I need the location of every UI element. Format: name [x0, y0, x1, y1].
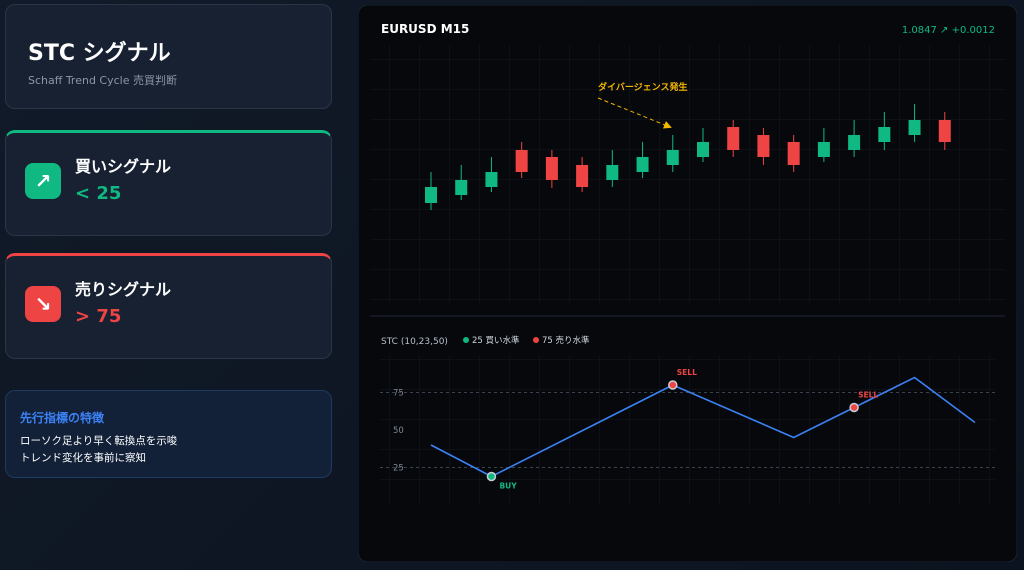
signal-label: SELL [677, 368, 697, 377]
candle-body [757, 135, 770, 157]
buy-icon: ↗ [25, 163, 61, 199]
annotation-arrow [597, 97, 672, 129]
candle-body [908, 120, 921, 135]
annotation: ダイバージェンス発生 [598, 81, 687, 93]
candle-body [938, 120, 951, 142]
grid-bg [380, 355, 995, 505]
info-line: ローソク足より早く転換点を示唆 [20, 435, 178, 447]
legend-swatch [463, 337, 469, 343]
chart-panel: EURUSD M15 1.0847 ↗ +0.0012 ダイバージェンス発生 S… [358, 5, 1017, 562]
symbol: EURUSD M15 [381, 22, 469, 36]
candle-body [666, 150, 679, 165]
y-tick-label: 75 [393, 389, 404, 399]
candle-body [697, 142, 709, 157]
candle-body [545, 157, 558, 180]
candle-body [878, 127, 891, 142]
signal-label: SELL [858, 391, 878, 400]
candle-body [848, 135, 861, 150]
info-title: 先行指標の特徴 [20, 411, 105, 425]
grid-bg [370, 45, 1005, 303]
sell-icon: ↘ [25, 286, 61, 322]
y-tick-label: 50 [393, 426, 404, 436]
signal-marker [668, 380, 678, 390]
candle-body [485, 172, 498, 187]
candle-body [727, 127, 740, 150]
stc-title: STC (10,23,50) [381, 337, 448, 347]
candle-body [425, 187, 437, 203]
signal-marker [849, 402, 859, 413]
buy-card: ↗ 買いシグナル < 25 [5, 130, 332, 236]
legend-label: 75 売り水準 [542, 335, 590, 346]
candle-body [576, 165, 589, 187]
buy-condition: < 25 [75, 183, 122, 204]
candle-body [515, 150, 528, 172]
candle-body [787, 142, 800, 165]
legend-label: 25 買い水準 [472, 335, 520, 346]
subtitle: Schaff Trend Cycle 売買判断 [28, 74, 177, 87]
candle-body [606, 165, 619, 180]
title-card: STC シグナル Schaff Trend Cycle 売買判断 [5, 4, 332, 109]
sell-condition: > 75 [75, 306, 122, 327]
sell-card: ↘ 売りシグナル > 75 [5, 253, 332, 359]
price: 1.0847 ↗ +0.0012 [902, 25, 995, 36]
signal-marker [486, 471, 497, 482]
legend-swatch [533, 337, 539, 343]
title: STC シグナル [28, 41, 171, 66]
candle-body [636, 157, 649, 172]
candle-body [817, 142, 830, 157]
y-tick-label: 25 [393, 464, 404, 474]
info-line: トレンド変化を事前に察知 [20, 452, 146, 464]
buy-label: 買いシグナル [75, 157, 172, 176]
signal-label: BUY [499, 482, 517, 491]
candle-body [455, 180, 468, 195]
info-card: 先行指標の特徴 ローソク足より早く転換点を示唆 トレンド変化を事前に察知 [5, 390, 332, 478]
sell-label: 売りシグナル [75, 280, 172, 299]
